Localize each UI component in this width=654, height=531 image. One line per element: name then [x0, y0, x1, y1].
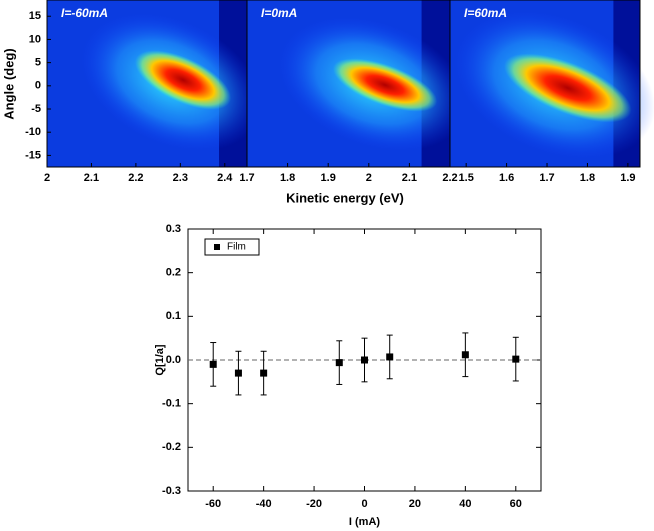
x-axis-label: I (mA)	[349, 516, 381, 528]
y-axis-label: Q[1/a]	[154, 344, 166, 376]
x-tick-label: -60	[205, 498, 221, 510]
legend-marker	[214, 244, 220, 250]
legend-label: Film	[227, 242, 246, 253]
point	[335, 359, 343, 367]
x-tick-label: 1.9	[321, 172, 336, 184]
x-tick-label: 2.1	[402, 172, 417, 184]
panel-frame	[449, 0, 641, 168]
x-tick-label: 1.8	[280, 172, 295, 184]
panel-label: I=60mA	[464, 6, 507, 20]
x-tick-label: 40	[459, 498, 471, 510]
x-tick-label: 2.4	[217, 172, 233, 184]
y-tick-label: 15	[29, 10, 41, 22]
point	[461, 351, 469, 359]
y-tick-label: 0.0	[166, 354, 181, 366]
x-tick-label: -20	[306, 498, 322, 510]
x-tick-label: 20	[409, 498, 421, 510]
y-tick-label: 5	[35, 57, 41, 69]
x-tick-label: 1.8	[580, 172, 595, 184]
y-tick-label: -0.3	[162, 485, 181, 497]
x-tick-label: 2.3	[173, 172, 188, 184]
y-tick-label: -0.2	[162, 441, 181, 453]
y-tick-label: -10	[25, 126, 41, 138]
x-tick-label: 2	[44, 172, 50, 184]
y-tick-label: 0.3	[166, 223, 181, 235]
point	[512, 355, 520, 363]
x-tick-label: 2	[366, 172, 372, 184]
point	[260, 369, 268, 377]
x-tick-label: 1.5	[459, 172, 474, 184]
point	[386, 353, 394, 361]
panel-label: I=-60mA	[61, 6, 108, 20]
y-tick-label: 0	[35, 80, 41, 92]
y-tick-label: 0.1	[166, 310, 181, 322]
y-tick-label: -0.1	[162, 398, 181, 410]
x-tick-label: 2.2	[128, 172, 143, 184]
x-tick-label: 1.6	[499, 172, 514, 184]
y-axis-label: Angle (deg)	[1, 48, 16, 120]
x-tick-label: 2.1	[84, 172, 99, 184]
y-tick-label: 10	[29, 33, 41, 45]
y-tick-label: -15	[25, 149, 41, 161]
x-tick-label: 2.2	[442, 172, 457, 184]
panel-label: I=0mA	[261, 6, 297, 20]
x-tick-label: 0	[361, 498, 367, 510]
legend-box	[204, 238, 260, 256]
x-tick-label: 1.9	[620, 172, 635, 184]
x-axis-label: Kinetic energy (eV)	[286, 190, 404, 205]
x-tick-label: 1.7	[539, 172, 554, 184]
point	[234, 369, 242, 377]
x-tick-label: 1.7	[239, 172, 254, 184]
point	[209, 360, 217, 368]
y-tick-label: 0.2	[166, 267, 181, 279]
point	[361, 356, 368, 364]
heatmap-core	[332, 58, 438, 112]
y-tick-label: -5	[31, 103, 41, 115]
x-tick-label: -40	[256, 498, 272, 510]
heatmap-core	[504, 53, 632, 123]
x-tick-label: 60	[510, 498, 522, 510]
heatmap-core	[134, 50, 232, 110]
